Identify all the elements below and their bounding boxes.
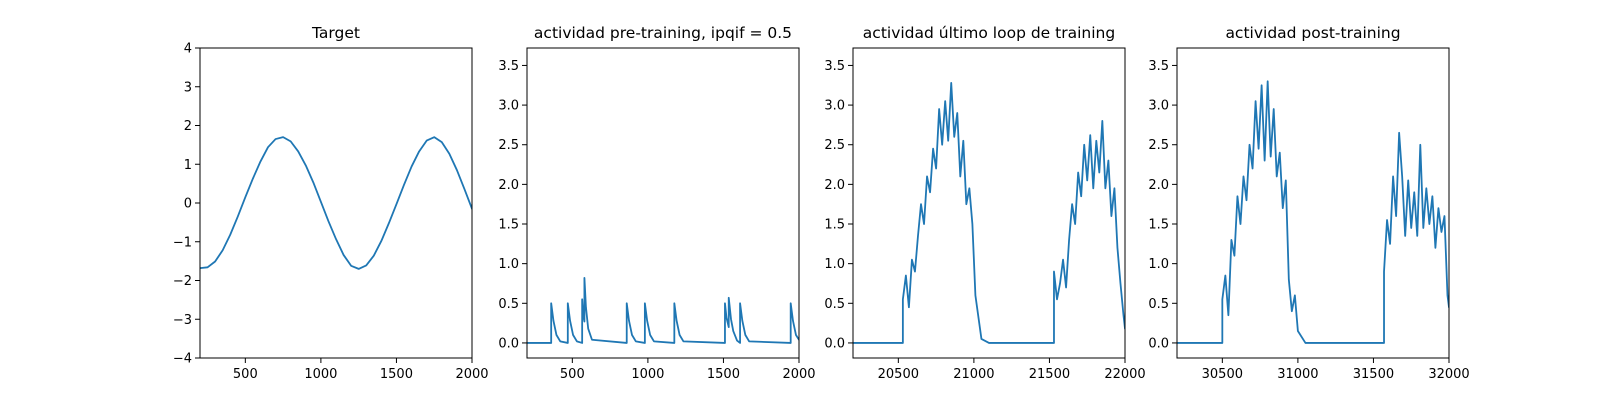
y-tick-label: 1.0 xyxy=(498,257,519,272)
chart-panel-2: 500 1000 1500 2000 0.0 0.5 1.0 1.5 2.0 2.5 3.0 3.5 a… xyxy=(498,24,815,382)
y-tick-label: 0.0 xyxy=(1148,336,1169,351)
y-tick-label: −4 xyxy=(173,352,192,367)
y-tick-label: 0.5 xyxy=(498,297,519,312)
y-tick-label: 3.0 xyxy=(498,99,519,114)
x-tick-label: 1500 xyxy=(380,367,413,382)
y-tick-label: 2.5 xyxy=(1148,138,1169,153)
y-tick-label: 4 xyxy=(184,42,192,57)
x-tick-label: 1500 xyxy=(707,367,740,382)
y-tick-label: 2.5 xyxy=(498,138,519,153)
x-tick-label: 30500 xyxy=(1202,367,1243,382)
x-tick-label: 500 xyxy=(560,367,585,382)
chart-title: actividad post-training xyxy=(1225,24,1400,42)
x-tick-label: 500 xyxy=(233,367,258,382)
y-tick-label: 1.5 xyxy=(1148,218,1169,233)
x-tick-label: 1000 xyxy=(304,367,337,382)
chart-title: actividad pre-training, ipqif = 0.5 xyxy=(534,24,792,42)
y-tick-label: 2.0 xyxy=(498,178,519,193)
chart-panel-4: 30500 31000 31500 32000 0.0 0.5 1.0 1.5 2.0 2.5 3.… xyxy=(1148,24,1469,382)
x-tick-label: 22000 xyxy=(1104,367,1145,382)
y-tick-label: −1 xyxy=(173,235,192,250)
x-tick-label: 32000 xyxy=(1428,367,1469,382)
y-tick-label: 3.0 xyxy=(1148,99,1169,114)
y-tick-label: 1.0 xyxy=(1148,257,1169,272)
y-tick-label: −2 xyxy=(173,274,192,289)
y-tick-label: 3.0 xyxy=(824,99,845,114)
x-tick-label: 21500 xyxy=(1029,367,1070,382)
x-tick-label: 1000 xyxy=(631,367,664,382)
y-tick-label: 1.0 xyxy=(824,257,845,272)
axes-frame xyxy=(1176,47,1450,359)
y-tick-label: −3 xyxy=(173,313,192,328)
chart-panel-1: 500 1000 1500 2000 −4 −3 −2 −1 0 1 2 3 4 Target xyxy=(173,24,489,382)
chart-title: Target xyxy=(311,24,360,42)
chart-panel-3: 20500 21000 21500 22000 0.0 0.5 1.0 1.5 2.0 2.5 3.… xyxy=(824,24,1145,382)
y-tick-label: 0.0 xyxy=(498,336,519,351)
axes-frame xyxy=(852,47,1126,359)
y-tick-label: 0.5 xyxy=(1148,297,1169,312)
y-tick-label: 0.0 xyxy=(824,336,845,351)
y-tick-label: 1 xyxy=(184,158,192,173)
series-line xyxy=(1177,80,1449,344)
x-tick-label: 21000 xyxy=(953,367,994,382)
y-tick-label: 0.5 xyxy=(824,297,845,312)
x-tick-label: 31500 xyxy=(1353,367,1394,382)
y-tick-label: 2 xyxy=(184,119,192,134)
y-tick-label: 3.5 xyxy=(1148,59,1169,74)
y-tick-label: 3 xyxy=(184,80,192,95)
y-tick-label: 1.5 xyxy=(824,218,845,233)
y-tick-label: 3.5 xyxy=(824,59,845,74)
chart-title: actividad último loop de training xyxy=(863,24,1115,42)
y-tick-label: 1.5 xyxy=(498,218,519,233)
x-tick-label: 31000 xyxy=(1277,367,1318,382)
y-tick-label: 2.5 xyxy=(824,138,845,153)
series-line xyxy=(853,81,1125,344)
x-tick-label: 2000 xyxy=(455,367,488,382)
x-tick-label: 2000 xyxy=(782,367,815,382)
y-tick-label: 2.0 xyxy=(1148,178,1169,193)
y-tick-label: 2.0 xyxy=(824,178,845,193)
y-tick-label: 0 xyxy=(184,197,192,212)
y-tick-label: 3.5 xyxy=(498,59,519,74)
axes-frame xyxy=(526,47,800,359)
series-line xyxy=(200,136,472,270)
axes-frame xyxy=(199,47,473,359)
series-line xyxy=(527,277,799,344)
x-tick-label: 20500 xyxy=(878,367,919,382)
